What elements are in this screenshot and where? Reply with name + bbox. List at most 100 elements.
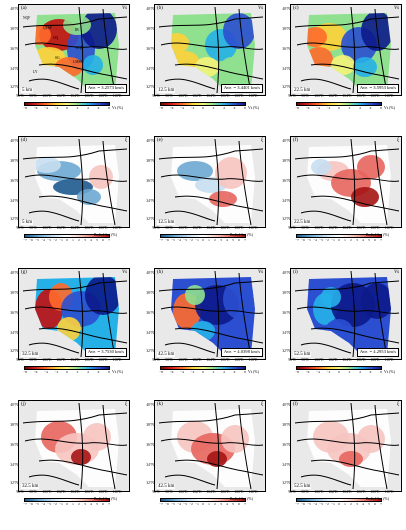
colorbar-tick-label: −4 [316,370,320,374]
lon-tick-label: 96°E [16,226,24,230]
lon-tick-label: 110°E [112,358,122,362]
lon-tick-label: 100°E [178,358,188,362]
average-velocity-box: Ave. = 3.7530 km/s [84,348,127,357]
colorbar-tick-label: −3 [319,238,323,242]
colorbar-tick-label: 6 [233,106,236,110]
map-frame: (g) Vs 32.5 km Ave. = 3.7530 km/s [18,268,130,360]
colorbar-tick-label: 4 [362,238,364,242]
velocity-anomaly [79,325,103,345]
colorbar-tick-label: 4 [359,106,361,110]
velocity-anomaly [191,321,215,341]
colorbar-tick-label: −5 [307,502,311,506]
colorbar-tick-label: 2 [78,238,80,242]
fault-line [238,140,252,226]
colorbar-tick-label: 4 [223,370,225,374]
colorbar-tick-label: −1 [59,502,63,506]
velocity-anomaly [223,279,255,319]
colorbar-tick-label: 8 [108,106,110,110]
panel-parameter-tag: ξ [124,402,127,407]
fault-line [38,327,128,344]
colorbar-label: Vs (%) [248,106,259,110]
tomography-map [158,6,264,94]
colorbar-tick-label: −2 [189,502,193,506]
colorbar-label: Vs (%) [112,106,123,110]
tomography-map [294,270,400,358]
fault-line [78,402,84,490]
lat-tick-label: 38°N [10,27,18,31]
depth-label: 22.5 km [293,220,312,225]
average-velocity-box: Ave. = 4.2953 km/s [356,348,399,357]
fault-line [294,16,400,28]
lat-tick-label: 32°N [10,349,18,353]
velocity-anomaly [325,319,353,343]
lat-tick-label: 40°N [10,7,18,11]
colorbar-gradient [24,366,110,370]
lat-tick-label: 34°N [282,199,290,203]
colorbar-tick-label: 1 [344,238,346,242]
colorbar-tick-label: 7 [244,502,246,506]
lat-tick-label: 34°N [146,463,154,467]
panel-label: (e) [157,138,163,143]
depth-label: 32.5 km [21,484,40,489]
lon-tick-label: 102°E [56,226,66,230]
colorbar-tick-label: −3 [47,502,51,506]
colorbar-tick-label: −4 [41,238,45,242]
lon-tick-label: 108°E [370,490,380,494]
panel-parameter-tag: Vs [122,6,127,11]
fault-line [158,280,264,292]
colorbar-tick-label: −6 [165,502,169,506]
colorbar-tick-label: −2 [326,106,331,110]
fault-line [24,306,128,314]
colorbar-tick-label: −5 [171,502,175,506]
lon-tick-label: 102°E [192,490,202,494]
lon-tick-label: 96°E [288,358,296,362]
lon-tick-label: 102°E [56,490,66,494]
anomaly-group [35,157,113,205]
lon-tick-label: 98°E [301,358,309,362]
lat-tick-label: 32°N [146,481,154,485]
fault-line [374,272,388,358]
colorbar-ticks: −8 −6 −4 −2 0 2 4 6 8 [159,106,246,112]
depth-label: 22.5 km [293,88,312,93]
colorbar-tick-label: 2 [212,370,215,374]
colorbar-tick-label: −3 [183,238,187,242]
lon-tick-label: 100°E [178,94,188,98]
region-label-nqf: NQF [23,16,31,20]
region-label-wqf: WQF [75,46,83,50]
colorbar-tick-label: 6 [97,370,100,374]
lat-tick-label: 32°N [10,481,18,485]
fault-line [300,474,352,486]
colorbar-tick-label: 4 [359,370,361,374]
lon-tick-label: 96°E [16,94,24,98]
colorbar-gradient [296,366,382,370]
velocity-anomaly [83,423,111,451]
colorbar-tick-label: −7 [159,238,163,242]
radial-colorbar: −7 −6 −5 −4 −3 −2 −1 0 1 2 3 4 5 6 7 Radial Ani (%) [159,497,253,512]
lat-tick-label: 32°N [10,217,18,221]
colorbar-tick-label: 2 [348,370,351,374]
fault-line [238,8,252,94]
panel-parameter-tag: ξ [396,138,399,143]
colorbar-tick-label: −6 [33,106,38,110]
lon-tick-label: 102°E [192,226,202,230]
colorbar-tick-label: −4 [180,370,184,374]
lon-tick-label: 108°E [234,226,244,230]
lat-tick-label: 38°N [146,159,154,163]
lon-tick-label: 98°E [29,94,37,98]
region-label-lmsf: LMSF [73,60,83,64]
colorbar-tick-label: 0 [338,106,340,110]
lat-tick-label: 36°N [146,179,154,183]
vs-colorbar: −8 −6 −4 −2 0 2 4 6 8 Vs (%) [23,102,123,116]
fault-line [296,438,400,446]
lat-tick-label: 40°N [146,7,154,11]
lon-tick-label: 102°E [192,94,202,98]
lon-tick-label: 98°E [165,490,173,494]
fault-line [214,402,220,490]
colorbar-tick-label: −6 [305,370,310,374]
lon-tick-label: 110°E [248,226,258,230]
colorbar-tick-label: 7 [380,502,382,506]
colorbar-tick-label: −2 [54,106,59,110]
velocity-anomaly [209,191,237,207]
velocity-anomaly [311,159,331,175]
depth-label: 52.5 km [293,484,312,489]
